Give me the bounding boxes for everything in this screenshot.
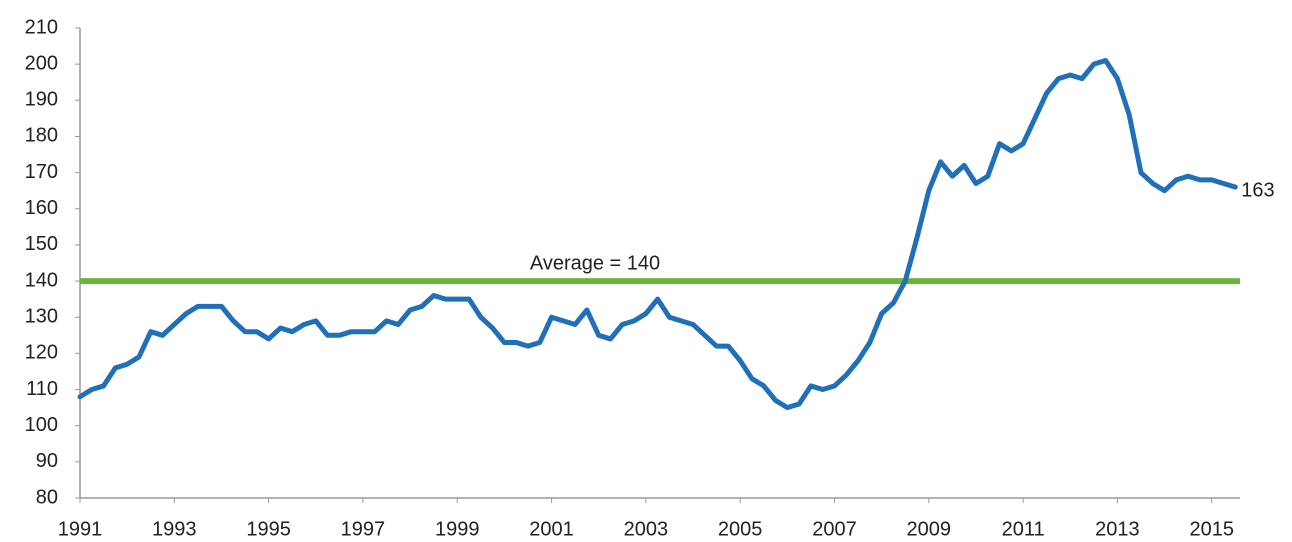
x-tick-label: 2009 — [907, 518, 952, 540]
series-line — [77, 58, 1238, 411]
x-tick-label: 2001 — [529, 518, 574, 540]
y-tick-label: 150 — [25, 233, 58, 255]
end-label: 163 — [1241, 179, 1274, 201]
y-tick-label: 210 — [25, 16, 58, 38]
x-tick-label: 2011 — [1002, 518, 1045, 540]
y-tick-label: 80 — [36, 486, 58, 508]
y-tick-label: 90 — [36, 450, 58, 472]
x-tick-label: 1997 — [341, 518, 386, 540]
x-tick-label: 2015 — [1189, 518, 1234, 540]
x-tick-label: 1999 — [435, 518, 480, 540]
y-tick-label: 180 — [25, 125, 58, 147]
y-tick-label: 110 — [26, 378, 58, 400]
y-tick-label: 130 — [25, 306, 58, 328]
y-tick-label: 200 — [25, 52, 58, 74]
x-tick-label: 2003 — [624, 518, 669, 540]
x-tick-label: 2013 — [1095, 518, 1140, 540]
y-tick-label: 120 — [25, 342, 58, 364]
x-tick-label: 1995 — [246, 518, 291, 540]
y-tick-label: 140 — [25, 269, 58, 291]
x-tick-label: 2005 — [718, 518, 763, 540]
y-tick-label: 170 — [25, 161, 58, 183]
y-tick-label: 160 — [25, 197, 58, 219]
average-label: Average = 140 — [530, 252, 660, 274]
x-tick-label: 2007 — [812, 518, 857, 540]
x-tick-label: 1991 — [58, 518, 103, 540]
x-tick-label: 1993 — [152, 518, 197, 540]
y-tick-label: 190 — [25, 89, 58, 111]
y-tick-label: 100 — [25, 414, 58, 436]
